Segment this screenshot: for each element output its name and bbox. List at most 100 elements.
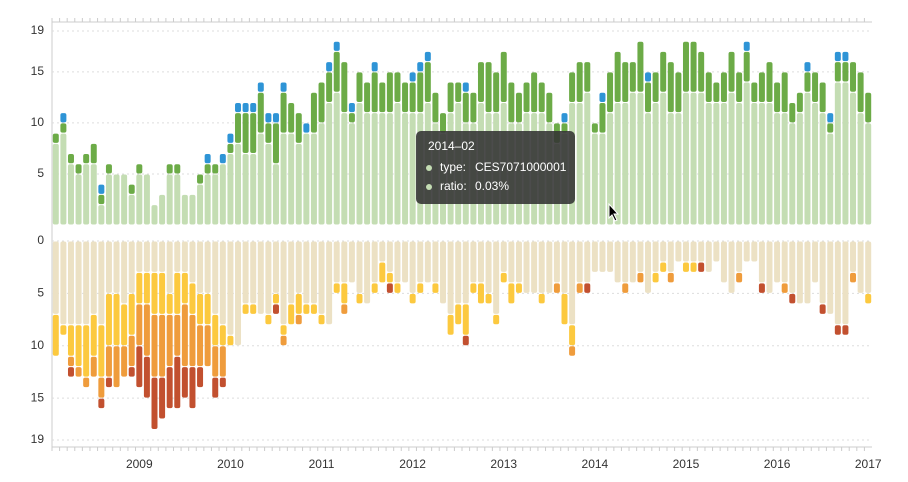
unit-segment [174,241,181,272]
unit-segment [682,41,689,92]
unit-segment [728,241,735,293]
unit-segment [614,241,621,283]
unit-segment [212,314,219,346]
unit-segment [834,62,841,82]
unit-segment [136,346,143,388]
unit-segment [75,367,82,377]
unit-segment [197,367,204,388]
unit-segment [219,377,226,388]
unit-segment [280,335,287,346]
unit-segment [303,133,310,225]
unit-segment [720,102,727,225]
unit-segment [257,92,264,133]
x-tick-label: 2011 [309,457,335,471]
unit-segment [865,293,872,304]
unit-segment [318,241,325,314]
unit-segment [386,283,393,293]
unit-segment [652,272,659,283]
unit-segment [83,154,90,164]
unit-segment [181,367,188,398]
unit-segment [569,346,576,356]
unit-segment [348,241,355,283]
unit-segment [857,113,864,225]
unit-segment [751,82,758,102]
unit-segment [758,102,765,225]
unit-segment [242,102,249,113]
unit-segment [272,113,279,123]
unit-segment [295,143,302,225]
tooltip-box [416,131,575,204]
unit-segment [576,102,583,225]
unit-segment [159,272,166,314]
unit-segment [804,241,811,304]
unit-segment [83,164,90,225]
unit-segment [682,262,689,272]
unit-segment [250,113,257,154]
unit-segment [424,241,431,283]
unit-segment [432,92,439,123]
unit-segment [348,113,355,123]
unit-segment [181,194,188,225]
unit-segment [758,241,765,283]
tooltip-title: 2014–02 [428,139,475,153]
unit-segment [128,241,135,293]
unit-segment [440,241,447,304]
unit-segment [105,241,112,293]
unit-segment [98,398,105,409]
unit-segment [189,194,196,225]
unit-segment [379,113,386,225]
unit-segment [227,241,234,335]
unit-segment [538,293,545,304]
unit-segment [181,272,188,304]
unit-segment [766,62,773,102]
unit-segment [394,241,401,283]
unit-segment [189,314,196,367]
unit-segment [219,241,226,325]
unit-segment [789,241,796,293]
unit-segment [272,304,279,314]
unit-segment [409,241,416,293]
unit-segment [470,283,477,293]
unit-segment [212,377,219,398]
unit-segment [637,272,644,283]
unit-segment [303,241,310,304]
unit-segment [842,62,849,82]
tooltip-label: type: [440,160,466,174]
unit-segment [295,314,302,325]
unit-segment [272,241,279,293]
unit-segment [857,241,864,293]
unit-segment [743,41,750,51]
unit-segment [538,82,545,113]
unit-segment [341,304,348,314]
unit-segment [500,272,507,283]
unit-segment [720,72,727,102]
unit-segment [698,241,705,262]
unit-segment [67,367,74,377]
unit-segment [796,113,803,225]
unit-segment [197,241,204,293]
unit-segment [159,241,166,272]
unit-segment [515,92,522,123]
unit-segment [515,283,522,293]
unit-segment [850,272,857,283]
unit-segment [318,82,325,123]
unit-segment [67,356,74,367]
unit-segment [827,113,834,123]
unit-segment [462,304,469,335]
unit-segment [758,72,765,102]
unit-segment [288,304,295,325]
unit-segment [105,174,112,225]
unit-segment [698,51,705,92]
unit-segment [584,92,591,225]
y-tick-label: 15 [31,390,45,404]
unit-segment [143,272,150,304]
tooltip-value: CES7071000001 [475,160,567,174]
x-tick-label: 2009 [126,457,153,471]
unit-segment [698,262,705,272]
unit-segment [402,82,409,113]
unit-segment [743,241,750,262]
unit-segment [607,113,614,225]
unit-segment [455,241,462,304]
unit-segment [356,102,363,225]
unit-segment [531,241,538,293]
